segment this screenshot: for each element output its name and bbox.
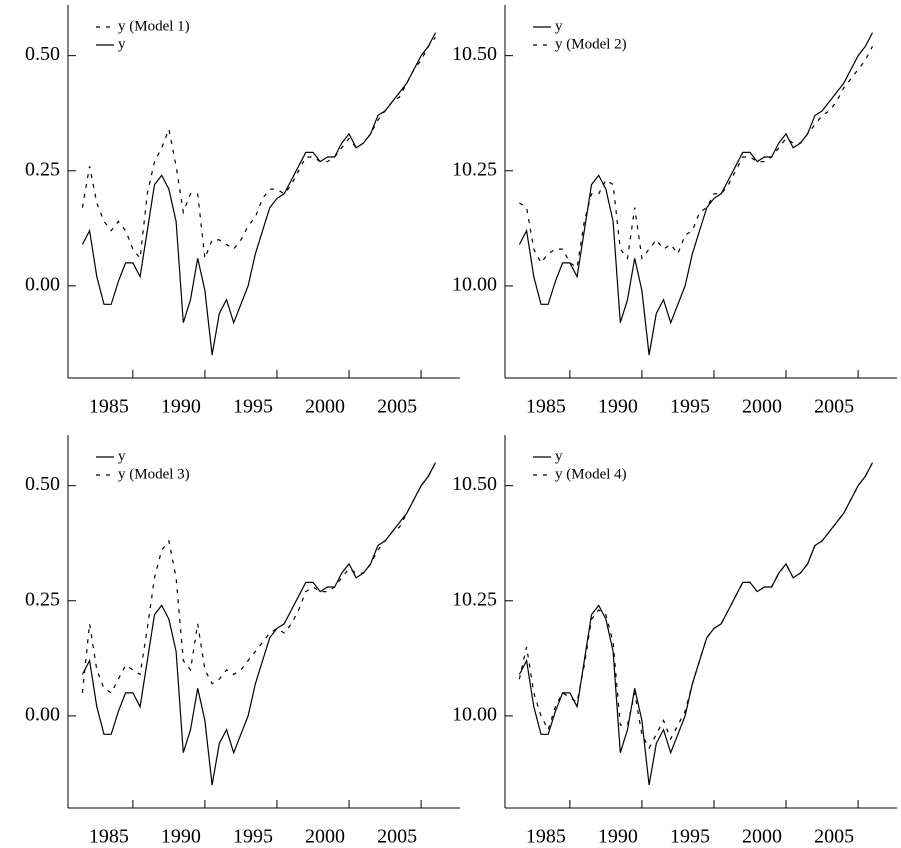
legend-label: y	[118, 36, 126, 52]
legend-label: y (Model 2)	[555, 36, 627, 52]
y-tick-label: 10.00	[452, 273, 497, 295]
x-tick-label: 2005	[814, 396, 854, 418]
legend-label: y (Model 3)	[118, 466, 190, 482]
x-tick-label: 2005	[814, 826, 854, 848]
series-line	[81, 462, 437, 786]
y-tick-label: 10.25	[452, 158, 497, 180]
y-tick-label: 0.25	[25, 158, 60, 180]
legend-label: y	[555, 18, 563, 34]
x-tick-label: 2000	[305, 826, 345, 848]
x-tick-label: 1995	[670, 826, 710, 848]
y-tick-label: 0.50	[25, 43, 60, 65]
x-tick-label: 1995	[233, 396, 273, 418]
legend-label: y (Model 1)	[118, 18, 190, 34]
x-tick-label: 1985	[526, 826, 566, 848]
series-line	[81, 32, 437, 356]
legend-label: y	[118, 448, 126, 464]
x-tick-label: 2000	[305, 396, 345, 418]
x-tick-label: 2005	[377, 826, 417, 848]
series-line	[519, 46, 874, 269]
series-line	[81, 36, 436, 260]
x-tick-label: 1990	[598, 396, 638, 418]
x-tick-label: 1990	[598, 826, 638, 848]
series-line	[81, 462, 437, 694]
y-tick-label: 0.00	[25, 703, 60, 725]
y-tick-label: 0.50	[25, 473, 60, 495]
x-tick-label: 1990	[161, 826, 201, 848]
y-tick-label: 10.50	[452, 473, 497, 495]
x-tick-label: 1990	[161, 396, 201, 418]
x-tick-label: 2000	[742, 396, 782, 418]
legend-label: y (Model 4)	[555, 466, 627, 482]
series-line	[518, 462, 874, 750]
x-tick-label: 2000	[742, 826, 782, 848]
x-tick-label: 1985	[89, 396, 129, 418]
x-tick-label: 1985	[89, 826, 129, 848]
x-tick-label: 1995	[670, 396, 710, 418]
x-tick-label: 2005	[377, 396, 417, 418]
x-tick-label: 1985	[526, 396, 566, 418]
y-tick-label: 0.25	[25, 588, 60, 610]
x-tick-label: 1995	[233, 826, 273, 848]
y-tick-label: 10.50	[452, 43, 497, 65]
series-line	[518, 32, 874, 356]
y-tick-label: 0.00	[25, 273, 60, 295]
y-tick-label: 10.00	[452, 703, 497, 725]
series-line	[518, 462, 874, 786]
legend-label: y	[555, 448, 563, 464]
y-tick-label: 10.25	[452, 588, 497, 610]
